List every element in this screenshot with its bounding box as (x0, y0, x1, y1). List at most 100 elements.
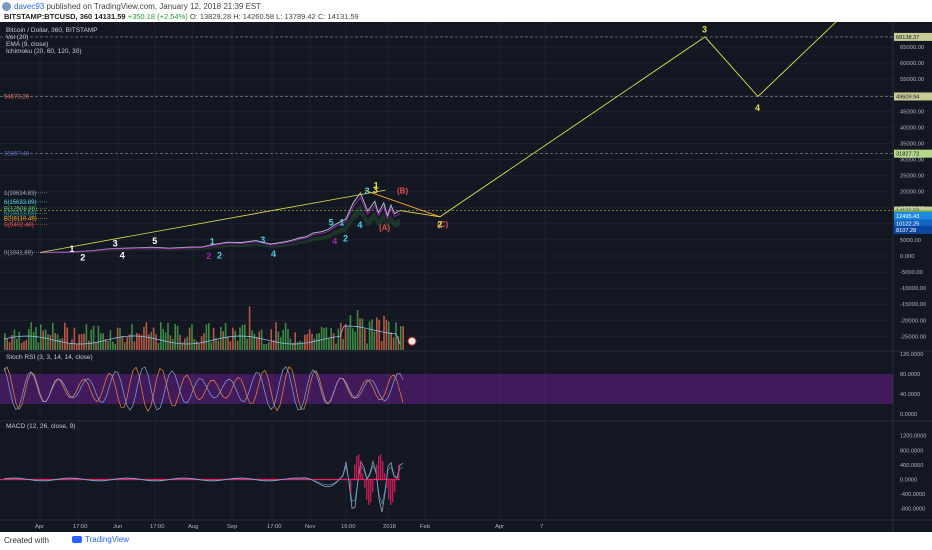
macd-histogram-bar (352, 478, 354, 480)
macd-tick-label: -800.0000 (900, 507, 925, 513)
tradingview-logo-icon (72, 536, 82, 543)
volume-bar (73, 327, 76, 350)
macd-tick-label: 800.0000 (900, 448, 923, 454)
volume-bar (160, 322, 162, 350)
price-tick-label: -15000.00 (900, 302, 926, 308)
volume-bar (366, 343, 368, 350)
macd-histogram-bar (398, 464, 400, 480)
volume-bar (344, 324, 347, 350)
time-tick-label: Aug (188, 524, 198, 530)
price-marker-label: 12495.43 (896, 214, 919, 220)
price-tick-label: -25000.00 (900, 334, 926, 340)
volume-bar (136, 333, 138, 350)
volume-bar (313, 338, 316, 350)
volume-bar (241, 324, 244, 350)
wave-label: (A) (379, 223, 390, 232)
volume-bar (270, 329, 272, 350)
volume-bar (253, 333, 256, 350)
volume-bar (378, 319, 380, 350)
publish-line: davec93 published on TradingView.com, Ja… (14, 2, 261, 11)
stoch-legend: Stoch RSI (3, 3, 14, 14, close) (6, 354, 93, 361)
stoch-tick-label: 80.0000 (900, 372, 920, 378)
volume-bar (18, 331, 20, 350)
stoch-tick-label: 120.0000 (900, 352, 923, 358)
macd-tick-label: 1200.0000 (900, 434, 926, 440)
volume-bar (128, 334, 131, 350)
volume-bar (56, 334, 59, 350)
volume-bar (196, 341, 198, 350)
macd-histogram-bar (364, 479, 366, 488)
volume-bar (121, 336, 124, 350)
volume-bar (150, 331, 152, 350)
volume-bar (347, 327, 349, 350)
price-tick-label: -5000.00 (900, 270, 923, 276)
price-tick-label: -20000.00 (900, 318, 926, 324)
volume-bar (294, 332, 296, 350)
price-marker-box (894, 32, 932, 41)
macd-histogram-bar (370, 479, 372, 503)
wave-label: (B) (397, 186, 408, 195)
volume-bar (59, 338, 61, 350)
wave-label: 1 (210, 237, 215, 247)
volume-bar (114, 343, 116, 350)
volume-bar (97, 325, 100, 350)
macd-histogram-bar (386, 479, 388, 488)
wave-label: 2 (437, 219, 442, 229)
chart-svg[interactable]: 65000.0060000.0055000.0050000.0045000.00… (0, 17, 932, 532)
volume-bar (44, 329, 47, 350)
price-tick-label: 0.000 (900, 254, 915, 260)
volume-bar (116, 327, 119, 350)
volume-bar (268, 342, 270, 350)
volume-bar (306, 333, 308, 350)
volume-bar (287, 329, 289, 350)
volume-bar (78, 334, 80, 350)
volume-bar (49, 334, 52, 350)
volume-bar (64, 322, 66, 350)
volume-bar (181, 342, 184, 350)
event-marker-icon (407, 336, 417, 346)
main-legend: Bitcoin / Dollar, 360, BITSTAMP Vol (20)… (6, 27, 98, 55)
chart-area[interactable]: 65000.0060000.0055000.0050000.0045000.00… (0, 17, 932, 532)
volume-bar (400, 326, 402, 350)
wave-label: 2 (217, 250, 222, 260)
macd-histogram-bar (368, 479, 370, 505)
volume-bar (392, 337, 395, 350)
wave-label: 2 (206, 251, 211, 261)
macd-histogram-bar (394, 479, 396, 493)
correction-line (364, 189, 441, 218)
macd-histogram-bar (354, 464, 356, 480)
volume-bar (232, 327, 234, 350)
volume-bar (284, 323, 287, 350)
volume-bar (373, 331, 376, 350)
volume-bar (52, 322, 54, 350)
volume-bar (217, 340, 220, 350)
volume-bar (169, 335, 172, 350)
macd-histogram-bar (350, 479, 352, 493)
volume-bar (277, 331, 280, 350)
macd-histogram-bar (380, 454, 382, 480)
volume-bar (16, 338, 18, 350)
volume-bar (162, 329, 164, 350)
wave-label: 3 (260, 235, 265, 245)
volume-bar (356, 310, 359, 350)
volume-bar (402, 326, 404, 350)
legend-ichimoku: Ichimoku (20, 60, 120, 30) (6, 48, 82, 55)
volume-bar (330, 328, 332, 350)
volume-bar (280, 337, 282, 350)
volume-bar (107, 340, 109, 350)
macd-histogram-bar (390, 479, 392, 505)
tradingview-brand[interactable]: TradingView (72, 535, 129, 544)
price-tick-label: 20000.00 (900, 190, 924, 196)
author-name[interactable]: davec93 (14, 2, 45, 11)
stoch-line (3, 366, 404, 411)
volume-bar (8, 342, 11, 350)
volume-bar (371, 319, 373, 350)
price-tick-label: 40000.00 (900, 125, 924, 131)
volume-bar (193, 339, 196, 350)
time-tick-label: 7 (540, 524, 543, 530)
volume-bar (186, 336, 188, 350)
volume-bar (320, 326, 323, 350)
volume-bar (301, 341, 304, 350)
volume-bar (47, 334, 49, 350)
volume-bar (390, 332, 392, 350)
